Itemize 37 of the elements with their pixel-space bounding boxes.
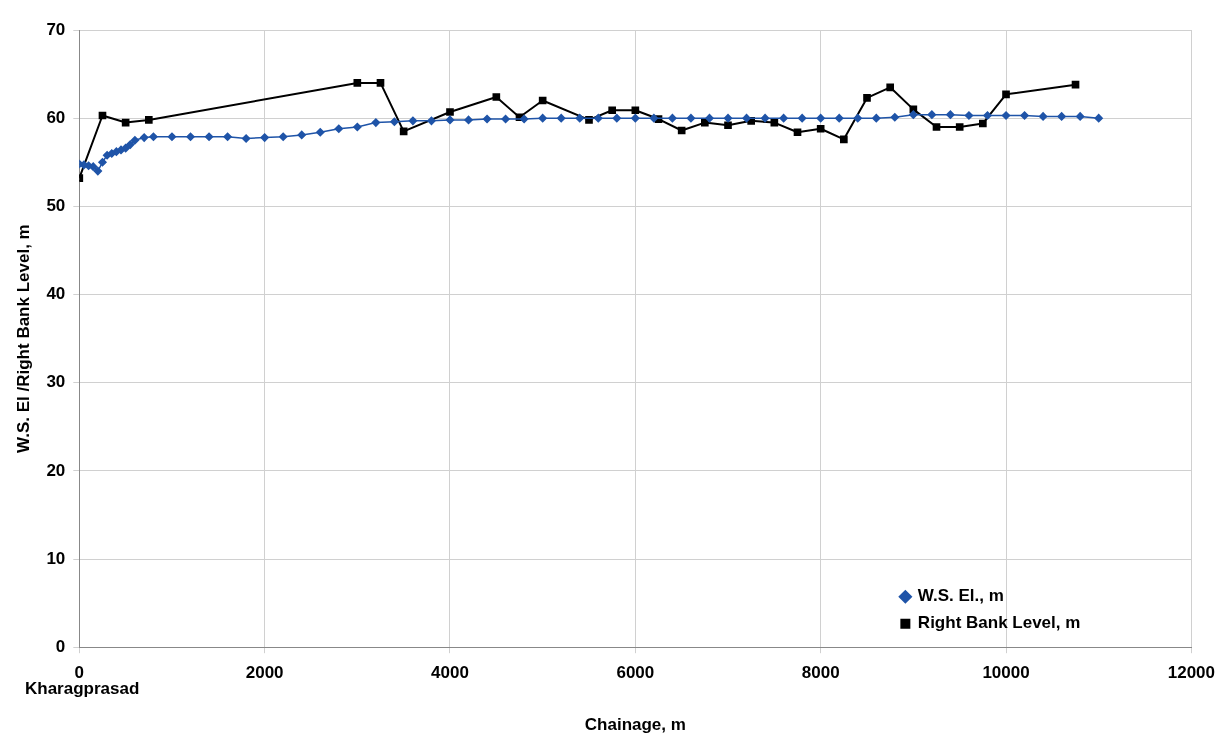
x-tick-label: 8000 <box>801 663 840 683</box>
point <box>631 106 640 115</box>
point <box>979 119 987 128</box>
point <box>724 121 732 130</box>
x-tick-label: 4000 <box>431 663 469 683</box>
y-axis-title: W.S. El /Right Bank Level, m <box>13 224 33 453</box>
y-tick-label: 0 <box>55 636 66 656</box>
y-tick-label: 30 <box>46 372 66 392</box>
point <box>608 106 616 115</box>
point <box>1002 90 1010 99</box>
point <box>492 93 501 101</box>
point <box>863 94 871 102</box>
point <box>677 126 686 135</box>
point <box>793 128 802 137</box>
legend-label: W.S. El., m <box>917 586 1004 606</box>
x-tick-label: 2000 <box>245 663 284 683</box>
y-tick-label: 50 <box>46 196 66 216</box>
point <box>816 124 825 133</box>
point <box>955 123 964 131</box>
point <box>353 79 362 87</box>
y-tick-label: 40 <box>46 284 66 304</box>
point <box>886 83 895 92</box>
x-tick-label: 6000 <box>616 663 655 683</box>
x-tick-label: 12000 <box>1167 663 1215 683</box>
point <box>144 116 153 124</box>
x-axis-title: Chainage, m <box>584 715 686 735</box>
point <box>446 108 454 116</box>
x-tick-label: 10000 <box>982 663 1030 683</box>
legend-label: Right Bank Level, m <box>917 613 1081 633</box>
y-tick-label: 10 <box>46 548 66 568</box>
point <box>376 79 385 87</box>
point <box>840 135 848 144</box>
y-tick-label: 60 <box>46 107 66 127</box>
y-tick-label: 70 <box>46 19 66 39</box>
point <box>932 123 941 131</box>
y-tick-label: 20 <box>46 460 66 480</box>
point <box>701 118 709 127</box>
